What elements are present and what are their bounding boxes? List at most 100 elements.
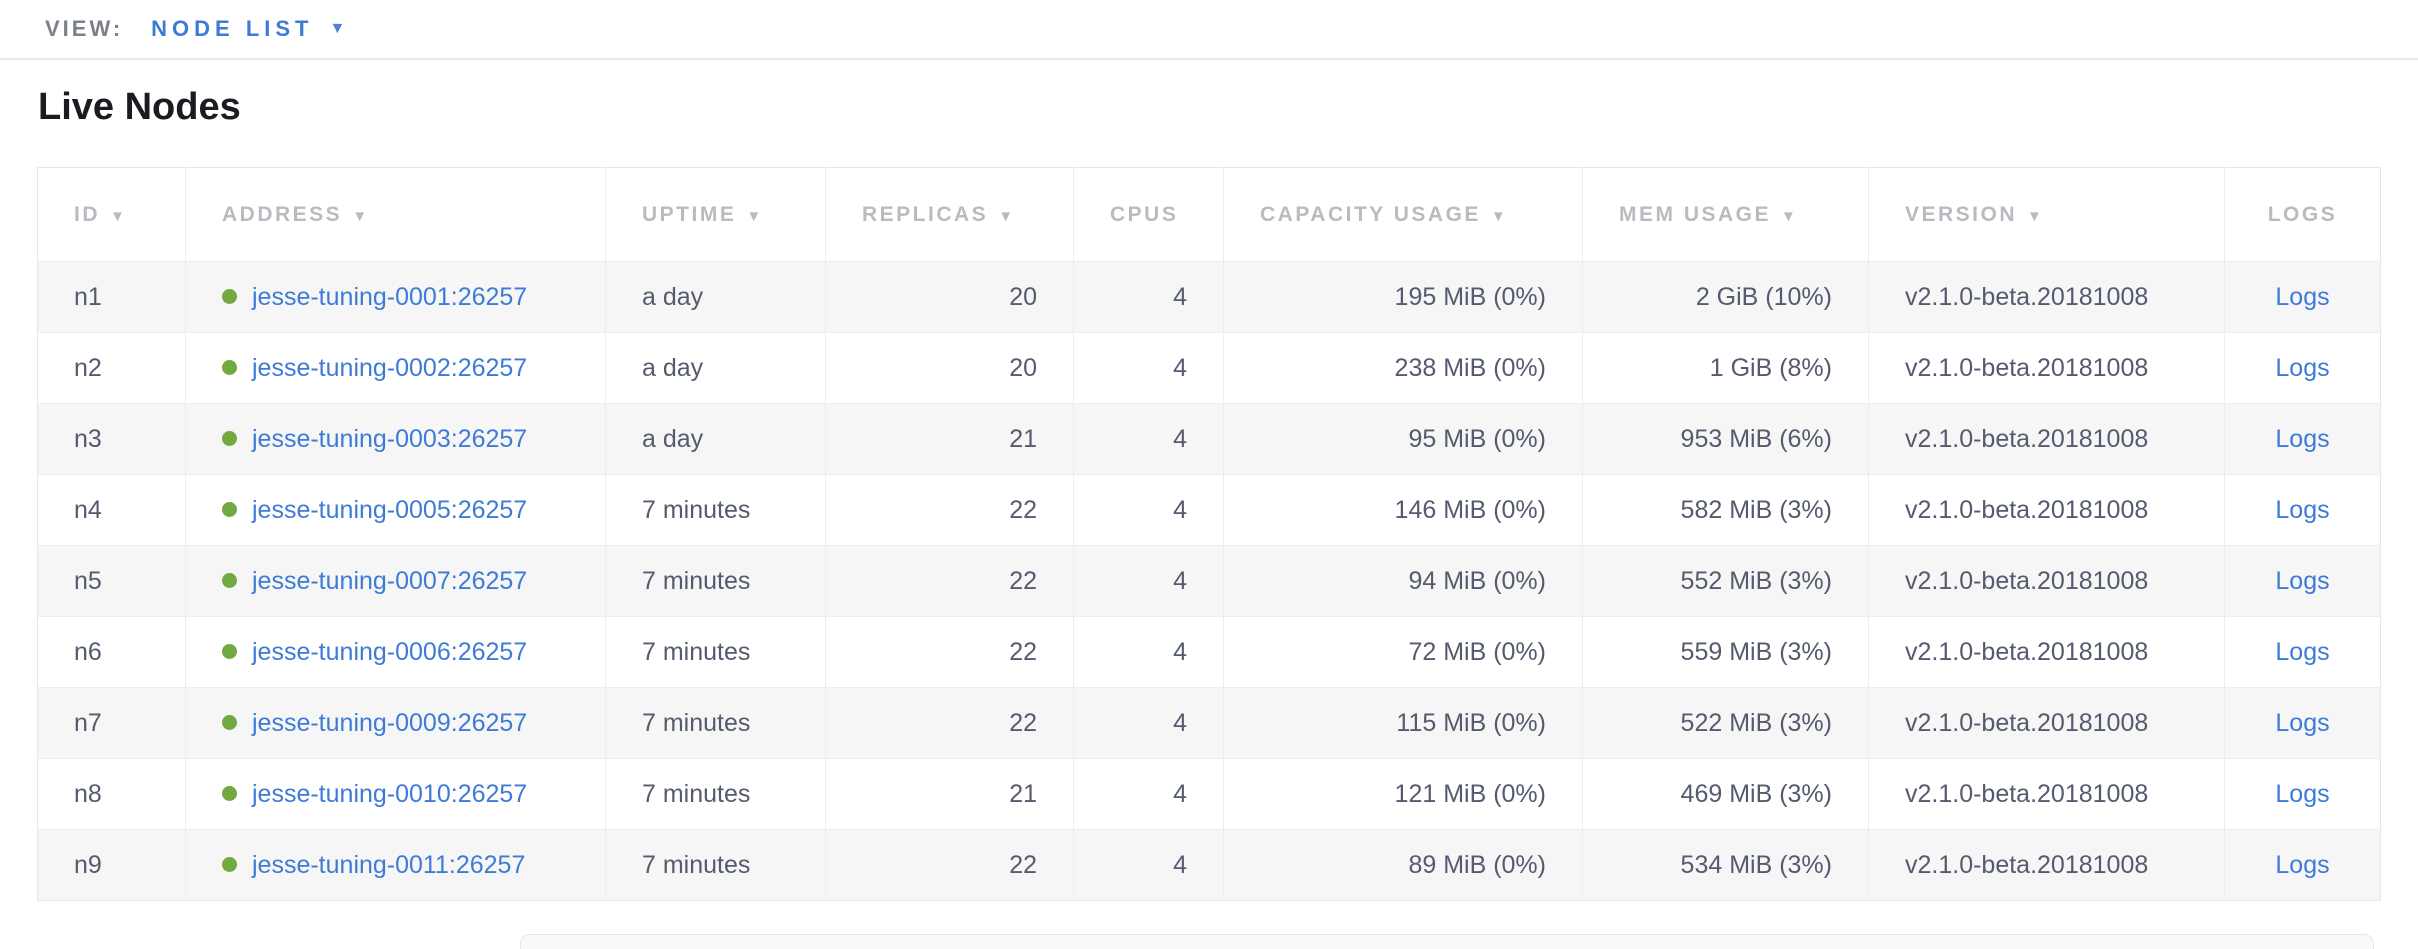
node-address-cell: jesse-tuning-0005:26257 [185, 474, 606, 546]
dropdown-caret-icon: ▼ [329, 20, 346, 37]
column-header-cpus: CPUS [1073, 167, 1224, 262]
node-id-cell: n2 [37, 332, 186, 404]
column-header-replicas[interactable]: REPLICAS ▼ [825, 167, 1074, 262]
logs-link[interactable]: Logs [2275, 566, 2330, 595]
sort-desc-icon: ▼ [2027, 207, 2045, 225]
column-header-address[interactable]: ADDRESS ▼ [185, 167, 606, 262]
node-logs-cell: Logs [2224, 616, 2381, 688]
column-header-capacity[interactable]: CAPACITY USAGE ▼ [1223, 167, 1583, 262]
node-address-link[interactable]: jesse-tuning-0010:26257 [252, 779, 528, 808]
node-capacity-usage-cell: 95 MiB (0%) [1223, 403, 1583, 475]
column-header-label: UPTIME [642, 202, 737, 226]
logs-link[interactable]: Logs [2275, 779, 2330, 808]
table-row: n2 jesse-tuning-0002:26257 a day 20 4 238 MiB… [37, 332, 2381, 404]
live-status-dot-icon [222, 501, 237, 517]
node-uptime: 7 minutes [642, 850, 751, 879]
live-status-dot-icon [222, 856, 237, 872]
node-capacity-usage: 89 MiB (0%) [1408, 850, 1546, 879]
node-address-link[interactable]: jesse-tuning-0007:26257 [252, 566, 528, 595]
column-header-version[interactable]: VERSION ▼ [1868, 167, 2225, 262]
node-address-cell: jesse-tuning-0002:26257 [185, 332, 606, 404]
node-id: n6 [74, 637, 102, 666]
logs-link[interactable]: Logs [2275, 282, 2330, 311]
column-header-id[interactable]: ID ▼ [37, 167, 186, 262]
logs-link[interactable]: Logs [2275, 353, 2330, 382]
node-uptime: a day [642, 424, 704, 453]
node-cpus: 4 [1173, 353, 1187, 382]
node-uptime-cell: a day [605, 261, 826, 333]
node-replicas-cell: 21 [825, 403, 1074, 475]
node-mem-usage-cell: 534 MiB (3%) [1582, 829, 1869, 901]
node-id: n9 [74, 850, 102, 879]
node-capacity-usage-cell: 115 MiB (0%) [1223, 687, 1583, 759]
view-dropdown[interactable]: NODE LIST ▼ [151, 16, 345, 42]
table-row: n8 jesse-tuning-0010:26257 7 minutes 21 4 121… [37, 758, 2381, 830]
node-replicas-cell: 22 [825, 616, 1074, 688]
node-address-link[interactable]: jesse-tuning-0002:26257 [252, 353, 528, 382]
node-id-cell: n7 [37, 687, 186, 759]
sort-desc-icon: ▼ [1490, 207, 1509, 225]
sort-desc-icon: ▼ [998, 207, 1016, 225]
node-version-cell: v2.1.0-beta.20181008 [1868, 829, 2225, 901]
sort-desc-icon: ▼ [746, 207, 764, 225]
node-id-cell: n4 [37, 474, 186, 546]
node-address-link[interactable]: jesse-tuning-0005:26257 [252, 495, 528, 524]
column-header-uptime[interactable]: UPTIME ▼ [605, 167, 826, 262]
node-mem-usage-cell: 2 GiB (10%) [1582, 261, 1869, 333]
node-version-cell: v2.1.0-beta.20181008 [1868, 616, 2225, 688]
node-address-link[interactable]: jesse-tuning-0006:26257 [252, 637, 528, 666]
logs-link[interactable]: Logs [2275, 495, 2330, 524]
node-uptime-cell: 7 minutes [605, 829, 826, 901]
node-address-cell: jesse-tuning-0009:26257 [185, 687, 606, 759]
node-id-cell: n1 [37, 261, 186, 333]
node-cpus-cell: 4 [1073, 261, 1224, 333]
node-capacity-usage-cell: 195 MiB (0%) [1223, 261, 1583, 333]
node-mem-usage-cell: 1 GiB (8%) [1582, 332, 1869, 404]
node-address-link[interactable]: jesse-tuning-0011:26257 [252, 850, 526, 879]
node-replicas: 22 [1009, 850, 1037, 879]
logs-link[interactable]: Logs [2275, 424, 2330, 453]
column-header-mem[interactable]: MEM USAGE ▼ [1582, 167, 1869, 262]
node-id-cell: n8 [37, 758, 186, 830]
node-version-cell: v2.1.0-beta.20181008 [1868, 545, 2225, 617]
node-uptime: 7 minutes [642, 566, 751, 595]
node-replicas: 20 [1009, 282, 1037, 311]
node-address-link[interactable]: jesse-tuning-0001:26257 [252, 282, 528, 311]
node-capacity-usage: 121 MiB (0%) [1394, 779, 1546, 808]
node-logs-cell: Logs [2224, 829, 2381, 901]
node-mem-usage: 469 MiB (3%) [1680, 779, 1832, 808]
view-dropdown-value: NODE LIST [151, 16, 314, 41]
node-uptime-cell: a day [605, 332, 826, 404]
node-uptime: 7 minutes [642, 637, 751, 666]
live-status-dot-icon [222, 643, 237, 659]
node-address-cell: jesse-tuning-0006:26257 [185, 616, 606, 688]
node-capacity-usage-cell: 89 MiB (0%) [1223, 829, 1583, 901]
node-logs-cell: Logs [2224, 758, 2381, 830]
sort-desc-icon: ▼ [110, 207, 128, 225]
live-status-dot-icon [222, 785, 237, 801]
node-version: v2.1.0-beta.20181008 [1905, 779, 2149, 808]
node-mem-usage: 552 MiB (3%) [1680, 566, 1832, 595]
node-address-link[interactable]: jesse-tuning-0003:26257 [252, 424, 528, 453]
node-cpus-cell: 4 [1073, 403, 1224, 475]
node-mem-usage-cell: 582 MiB (3%) [1582, 474, 1869, 546]
node-cpus-cell: 4 [1073, 829, 1224, 901]
logs-link[interactable]: Logs [2275, 850, 2330, 879]
logs-link[interactable]: Logs [2275, 708, 2330, 737]
node-id-cell: n3 [37, 403, 186, 475]
node-replicas-cell: 21 [825, 758, 1074, 830]
node-id: n2 [74, 353, 102, 382]
view-label: VIEW: [45, 16, 124, 41]
node-address-link[interactable]: jesse-tuning-0009:26257 [252, 708, 528, 737]
node-logs-cell: Logs [2224, 332, 2381, 404]
node-mem-usage: 2 GiB (10%) [1695, 282, 1832, 311]
node-version: v2.1.0-beta.20181008 [1905, 424, 2149, 453]
column-header-logs: LOGS [2224, 167, 2381, 262]
logs-link[interactable]: Logs [2275, 637, 2330, 666]
node-uptime: 7 minutes [642, 495, 751, 524]
node-logs-cell: Logs [2224, 545, 2381, 617]
node-capacity-usage: 146 MiB (0%) [1394, 495, 1546, 524]
table-row: n3 jesse-tuning-0003:26257 a day 21 4 95 MiB … [37, 403, 2381, 475]
node-capacity-usage: 95 MiB (0%) [1408, 424, 1546, 453]
node-replicas: 22 [1009, 637, 1037, 666]
